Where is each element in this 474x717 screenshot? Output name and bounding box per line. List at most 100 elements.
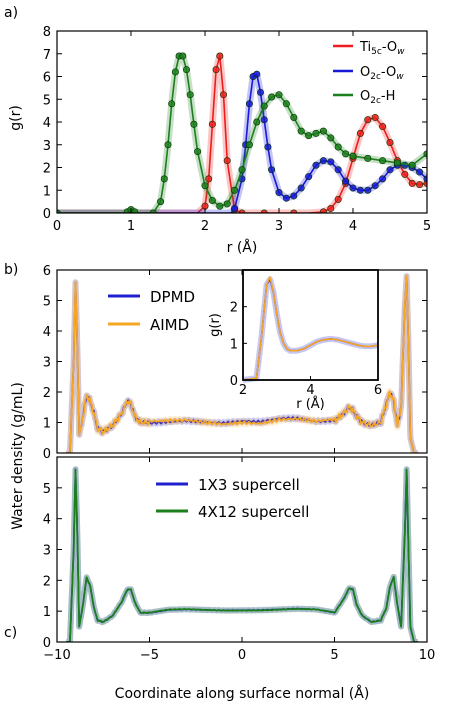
panel-a-series-2-point-37 — [342, 150, 350, 158]
panel-a-series-0-point-7 — [220, 91, 228, 99]
inset-ytick-label-2: 2 — [230, 301, 238, 316]
panel-c-ytick-label-0: 0 — [43, 636, 51, 651]
panel-a-series-1-point-27 — [386, 166, 394, 174]
panel-c-plot: 0 1 2 3 4 5 −10 −5 0 5 10 — [43, 456, 436, 663]
inset-xtick-label-0: 2 — [239, 383, 247, 398]
panel-a-series-2-point-42 — [408, 161, 416, 169]
panel-b-ytick-label-4: 4 — [43, 325, 51, 340]
panel-a-series-2-point-16 — [190, 120, 198, 128]
panel-a-series-1-point-21 — [342, 177, 350, 185]
legend-b-entry-aimd: AIMD — [150, 316, 189, 334]
panel-c-xlabel: Coordinate along surface normal (Å) — [115, 685, 370, 702]
panel-a-series-1-point-5 — [245, 100, 253, 108]
panel-a-ytick-label-0: 0 — [43, 207, 51, 222]
inset-ytick-label-0: 0 — [230, 374, 238, 389]
panel-b-ylabel: Water density (g/mL) — [10, 382, 26, 530]
panel-c-xtick-label-4: 10 — [419, 648, 436, 663]
panel-a-series-2-point-24 — [245, 141, 253, 149]
panel-a-series-2-point-29 — [282, 100, 290, 108]
panel-a-series-0-point-14 — [290, 209, 298, 213]
panel-b-ytick-label-0: 0 — [43, 447, 51, 462]
panel-a-ytick-label-7: 7 — [43, 48, 51, 63]
panel-a-xlabel: r (Å) — [227, 239, 258, 256]
panel-a-series-1-point-18 — [319, 157, 327, 165]
legend-c-entry-4x12: 4X12 supercell — [198, 503, 309, 521]
panel-a-series-2-point-27 — [268, 93, 276, 101]
inset-xtick-label-2: 6 — [374, 383, 382, 398]
panel-a-series-2-point-41 — [393, 159, 401, 167]
panel-a-ytick-label-3: 3 — [43, 139, 51, 154]
inset-xtick-label-1: 4 — [306, 383, 314, 398]
panel-a-series-2-point-7 — [157, 198, 165, 206]
panel-a-series-2-point-19 — [208, 196, 216, 204]
panel-a-series-1-point-24 — [364, 186, 372, 194]
inset-ytick-label-1: 1 — [230, 337, 238, 352]
inset-xlabel: r (Å) — [296, 396, 325, 412]
panel-a-ytick-label-8: 8 — [43, 25, 51, 40]
panel-b-series-group — [63, 273, 421, 453]
panel-a-series-0-point-24 — [379, 123, 387, 131]
panel-a-series-2-point-31 — [297, 127, 305, 135]
panel-a-series-2-point-32 — [305, 132, 313, 140]
panel-a-ytick-label-6: 6 — [43, 71, 51, 86]
panel-a-ytick-label-4: 4 — [43, 116, 51, 131]
panel-a-series-1-point-7 — [253, 70, 261, 78]
panel-a-series-2-point-22 — [231, 186, 239, 194]
legend-c-entry-1x3: 1X3 supercell — [198, 476, 300, 494]
panel-a-xtick-label-5: 5 — [423, 219, 431, 234]
panel-a-plot: 0 1 2 3 4 5 0 1 2 3 4 5 6 7 8 — [43, 25, 431, 234]
panel-a-series-group — [57, 52, 427, 213]
panel-a-series-0-point-18 — [334, 195, 342, 203]
panel-a-series-1-point-13 — [282, 194, 290, 202]
panel-a-series-2-point-9 — [164, 141, 172, 149]
panel-label-c: c) — [4, 625, 17, 641]
panel-b-inset-plot: 2 4 6 0 1 2 r (Å) g(r) — [208, 269, 382, 412]
panel-a-series-2-point-14 — [183, 66, 191, 74]
panel-a-series-2-point-17 — [194, 148, 202, 156]
panel-c-series-1-band — [63, 466, 421, 642]
panel-a-xtick-label-3: 3 — [275, 219, 283, 234]
panel-b-ytick-label-6: 6 — [43, 264, 51, 279]
panel-a-series-1-point-8 — [256, 88, 264, 96]
panel-a-series-0-point-27 — [401, 170, 409, 178]
panel-a-series-2-point-13 — [179, 52, 187, 60]
panel-label-a: a) — [4, 5, 18, 21]
panel-a-series-0-point-3 — [205, 175, 213, 183]
panel-a-series-2-point-28 — [275, 91, 283, 99]
panel-a-series-2-point-6 — [149, 209, 157, 213]
panel-c-ytick-label-4: 4 — [43, 513, 51, 528]
panel-a-series-0-point-10 — [238, 209, 246, 213]
panel-a-series-0-point-6 — [216, 52, 224, 60]
panel-a-series-0-point-12 — [260, 209, 268, 213]
panel-a-series-2-point-15 — [186, 91, 194, 99]
panel-a-ytick-label-1: 1 — [43, 184, 51, 199]
panel-a-series-0-point-23 — [371, 113, 379, 121]
panel-b-plot: 0 1 2 3 4 5 6 — [43, 264, 428, 462]
panel-a-series-2-point-11 — [171, 68, 179, 76]
panel-a-series-1-point-2 — [231, 204, 239, 212]
panel-a-series-2-point-33 — [312, 129, 320, 137]
panel-a-series-1-point-17 — [312, 161, 320, 169]
panel-a-series-1-point-9 — [260, 116, 268, 124]
inset-series-aimd-line — [242, 276, 379, 381]
panel-a-series-2-point-34 — [319, 127, 327, 135]
panel-a-series-2-point-18 — [201, 182, 209, 190]
panel-a-series-0-point-21 — [356, 129, 364, 137]
panel-a-series-0-point-29 — [416, 181, 424, 189]
panel-a-series-1-point-15 — [297, 184, 305, 192]
panel-c-xtick-label-2: 0 — [238, 648, 246, 663]
legend-a-entry-3: O2c-H — [360, 89, 395, 106]
panel-c-xtick-label-3: 5 — [330, 648, 338, 663]
panel-a-series-1-point-19 — [327, 158, 335, 166]
panel-c-xtick-label-0: −10 — [43, 648, 70, 663]
panel-c-ytick-label-3: 3 — [43, 544, 51, 559]
panel-b-ytick-label-1: 1 — [43, 417, 51, 432]
panel-a-ytick-label-2: 2 — [43, 162, 51, 177]
panel-a-series-1-point-16 — [305, 173, 313, 181]
panel-a-series-0-point-17 — [327, 204, 335, 212]
panel-a-series-1-point-10 — [264, 143, 272, 151]
panel-a-series-2-point-38 — [349, 152, 357, 160]
panel-b-ytick-label-2: 2 — [43, 386, 51, 401]
panel-b-ytick-label-3: 3 — [43, 356, 51, 371]
